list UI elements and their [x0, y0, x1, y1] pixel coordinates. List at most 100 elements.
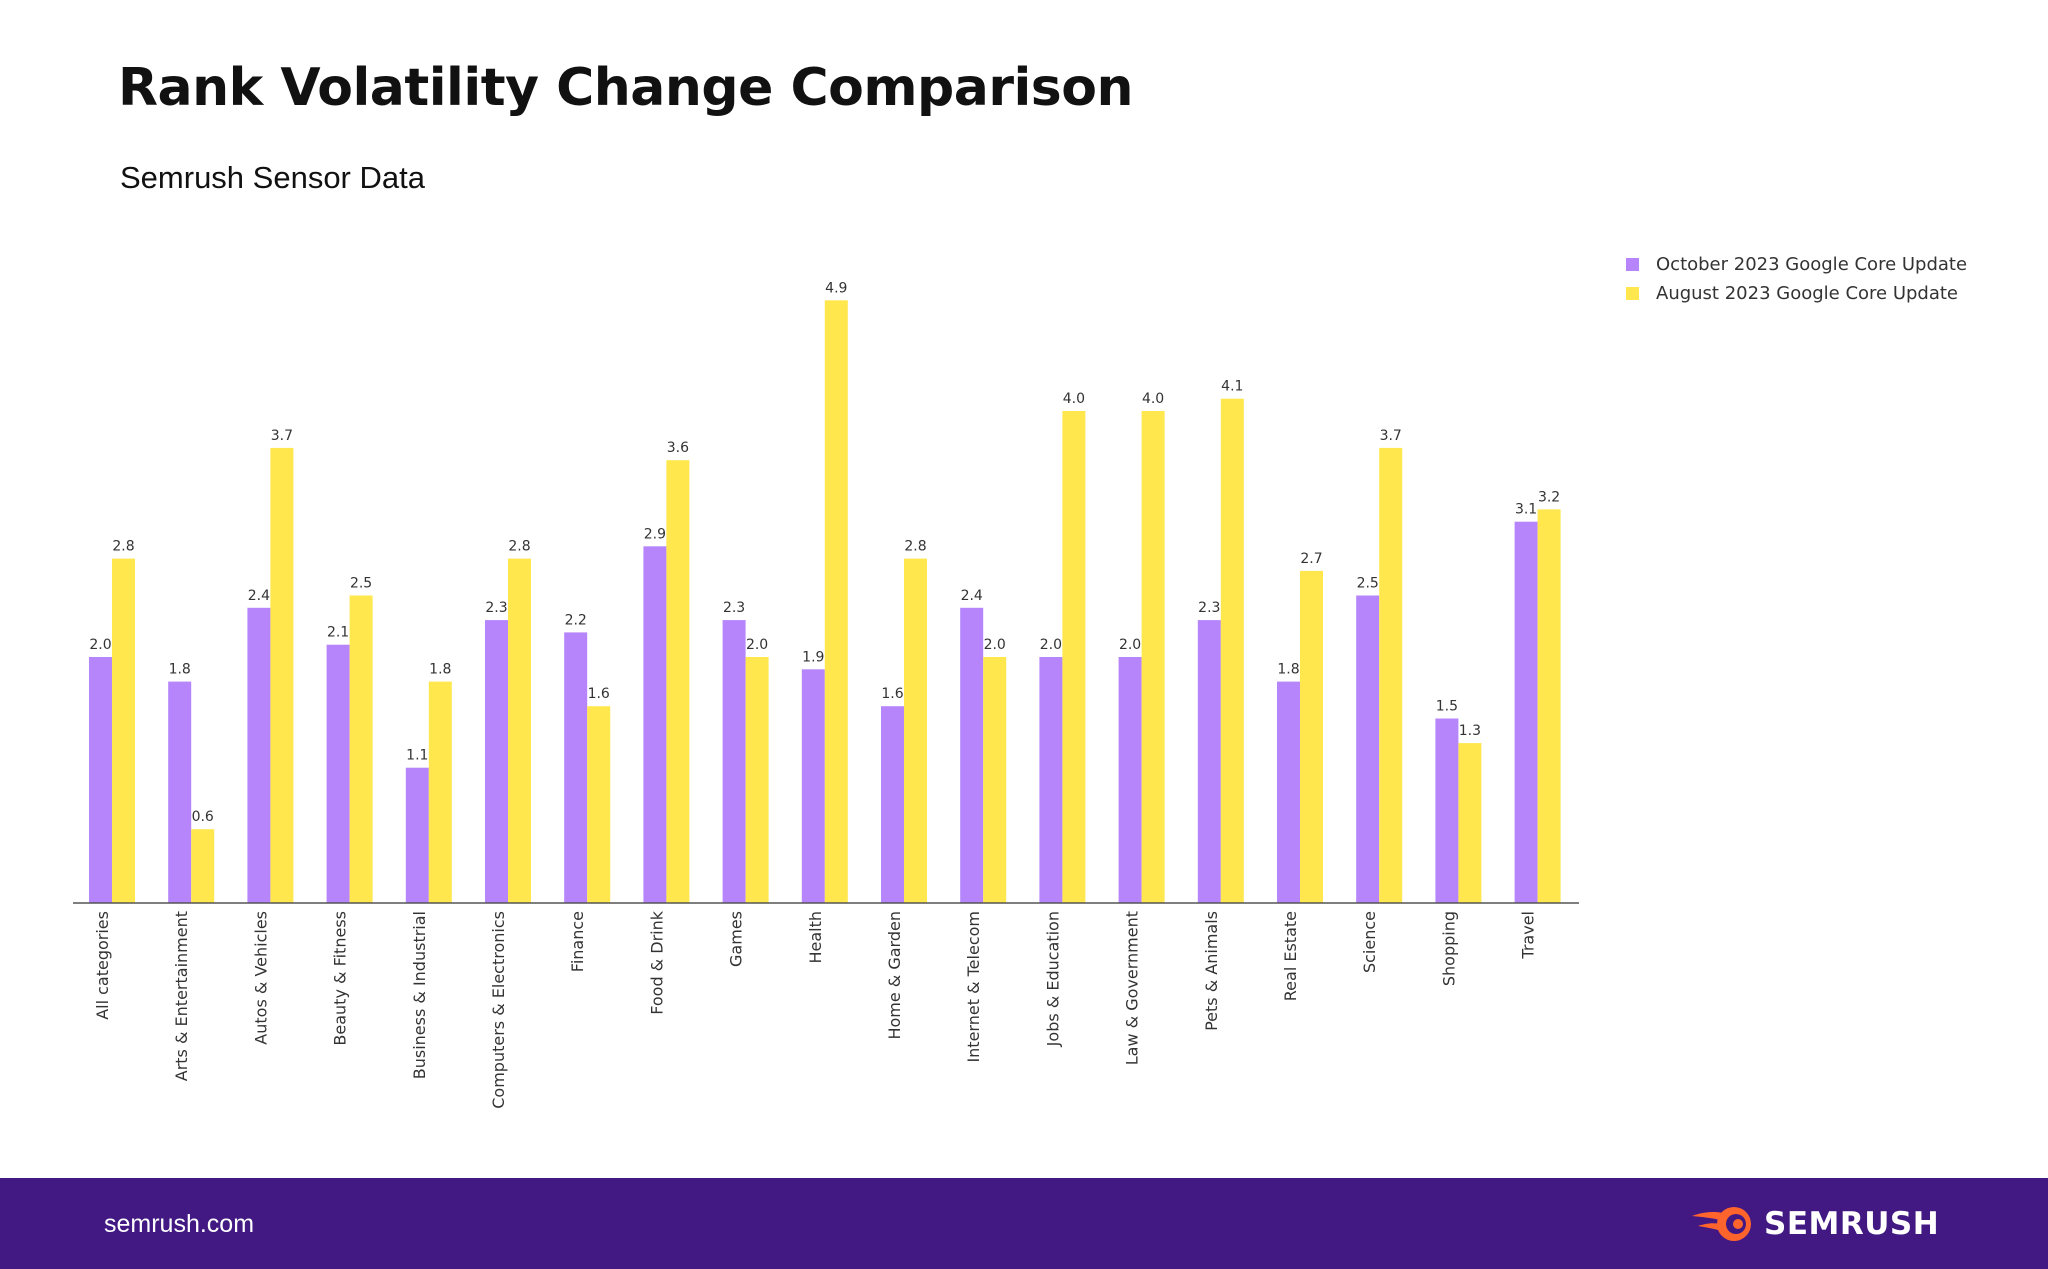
data-label: 1.3 — [1459, 723, 1481, 739]
data-label: 2.5 — [350, 576, 372, 592]
bar-october — [168, 681, 192, 903]
bar-august — [191, 829, 215, 903]
x-tick-label: Beauty & Fitness — [331, 911, 350, 1046]
bar-october — [1277, 681, 1300, 903]
chart-legend: October 2023 Google Core Update August 2… — [1626, 250, 1967, 308]
bar-august — [428, 681, 452, 903]
x-tick-label: Arts & Entertainment — [172, 911, 191, 1081]
bar-august — [1220, 398, 1244, 903]
legend-label-august: August 2023 Google Core Update — [1656, 283, 1959, 304]
bar-august — [349, 595, 373, 903]
data-label: 2.4 — [961, 588, 983, 604]
bar-august — [1537, 509, 1561, 903]
legend-item-october: October 2023 Google Core Update — [1626, 250, 1967, 279]
bar-october — [801, 669, 825, 903]
data-label: 2.9 — [644, 526, 666, 542]
bar-august — [1379, 447, 1403, 903]
bar-august — [745, 657, 769, 903]
bar-october — [1435, 718, 1459, 903]
bars-layer — [89, 300, 1561, 903]
bar-october — [564, 632, 588, 903]
bar-august — [1141, 411, 1165, 903]
chart-subtitle: Semrush Sensor Data — [120, 160, 425, 195]
data-label: 4.0 — [1063, 391, 1085, 407]
bar-chart: 2.0 2.8 1.8 0.6 2.4 3.7 2.1 2.5 1.1 1.8 2.3 2.8 2.2 1… — [73, 280, 1579, 1109]
x-tick-label: Finance — [568, 911, 587, 972]
data-label: 2.0 — [746, 637, 768, 653]
bar-october — [1118, 657, 1142, 903]
x-tick-label: Pets & Animals — [1202, 911, 1221, 1031]
bar-august — [1062, 411, 1086, 903]
bar-august — [270, 447, 294, 903]
data-label: 2.7 — [1300, 551, 1322, 567]
data-label: 1.6 — [881, 686, 903, 702]
data-label: 4.9 — [825, 280, 847, 296]
data-label: 2.0 — [1040, 637, 1062, 653]
bar-august — [666, 460, 690, 903]
bar-august — [824, 300, 848, 903]
x-tick-label: All categories — [93, 911, 112, 1020]
x-tick-label: Health — [806, 911, 825, 964]
legend-swatch-august — [1626, 287, 1639, 300]
data-label: 3.6 — [667, 440, 689, 456]
data-label: 4.0 — [1142, 391, 1164, 407]
x-tick-label: Real Estate — [1281, 911, 1300, 1001]
data-label: 1.5 — [1436, 699, 1458, 715]
bar-august — [1300, 570, 1323, 903]
bar-october — [485, 620, 508, 903]
data-label: 3.7 — [1380, 428, 1402, 444]
footer-site-link[interactable]: semrush.com — [104, 1210, 255, 1238]
data-label: 2.8 — [508, 539, 530, 555]
bar-october — [1356, 595, 1380, 903]
data-label: 2.8 — [904, 539, 926, 555]
data-label: 2.1 — [327, 625, 349, 641]
bar-october — [960, 607, 984, 903]
data-label: 2.0 — [89, 637, 111, 653]
x-tick-label: Home & Garden — [885, 911, 904, 1040]
data-label: 2.5 — [1357, 576, 1379, 592]
x-tick-label: Food & Drink — [647, 910, 666, 1015]
legend-label-october: October 2023 Google Core Update — [1656, 254, 1968, 275]
data-label: 0.6 — [192, 809, 214, 825]
x-tick-label: Law & Government — [1123, 911, 1142, 1065]
x-tick-label: Computers & Electronics — [489, 911, 508, 1109]
x-tick-label: Autos & Vehicles — [251, 911, 270, 1045]
bar-august — [587, 706, 611, 903]
bar-october — [89, 657, 112, 903]
bar-october — [1039, 657, 1063, 903]
x-tick-label: Business & Industrial — [410, 911, 429, 1079]
data-label: 2.3 — [485, 600, 507, 616]
data-label: 2.3 — [1198, 600, 1220, 616]
bar-august — [112, 558, 135, 903]
x-tick-labels-layer: All categories Arts & Entertainment Autos … — [93, 910, 1538, 1108]
value-labels-layer: 2.0 2.8 1.8 0.6 2.4 3.7 2.1 2.5 1.1 1.8 2.3 2.8 2.2 1… — [89, 280, 1560, 825]
bar-august — [904, 558, 927, 903]
data-label: 1.6 — [588, 686, 610, 702]
bar-october — [1514, 521, 1538, 903]
data-label: 3.1 — [1515, 502, 1537, 518]
bar-october — [405, 767, 429, 903]
data-label: 1.8 — [1277, 662, 1299, 678]
bar-october — [1197, 620, 1221, 903]
data-label: 2.3 — [723, 600, 745, 616]
x-tick-label: Jobs & Education — [1043, 911, 1062, 1047]
x-tick-label: Shopping — [1439, 911, 1458, 986]
data-label: 1.8 — [429, 662, 451, 678]
semrush-logo: SEMRUSH — [1690, 1204, 1939, 1244]
bar-october — [881, 706, 904, 903]
bar-october — [722, 620, 746, 903]
data-label: 2.0 — [984, 637, 1006, 653]
bar-october — [247, 607, 271, 903]
x-tick-label: Science — [1360, 911, 1379, 973]
legend-swatch-october — [1626, 258, 1639, 271]
data-label: 1.1 — [406, 748, 428, 764]
logo-wordmark: SEMRUSH — [1764, 1206, 1940, 1242]
data-label: 3.2 — [1538, 489, 1560, 505]
data-label: 2.2 — [565, 612, 587, 628]
bar-august — [508, 558, 531, 903]
data-label: 2.0 — [1119, 637, 1141, 653]
footer-bar: semrush.com SEMRUSH — [0, 1178, 2048, 1269]
data-label: 2.8 — [112, 539, 134, 555]
x-tick-label: Games — [727, 911, 746, 967]
data-label: 3.7 — [271, 428, 293, 444]
